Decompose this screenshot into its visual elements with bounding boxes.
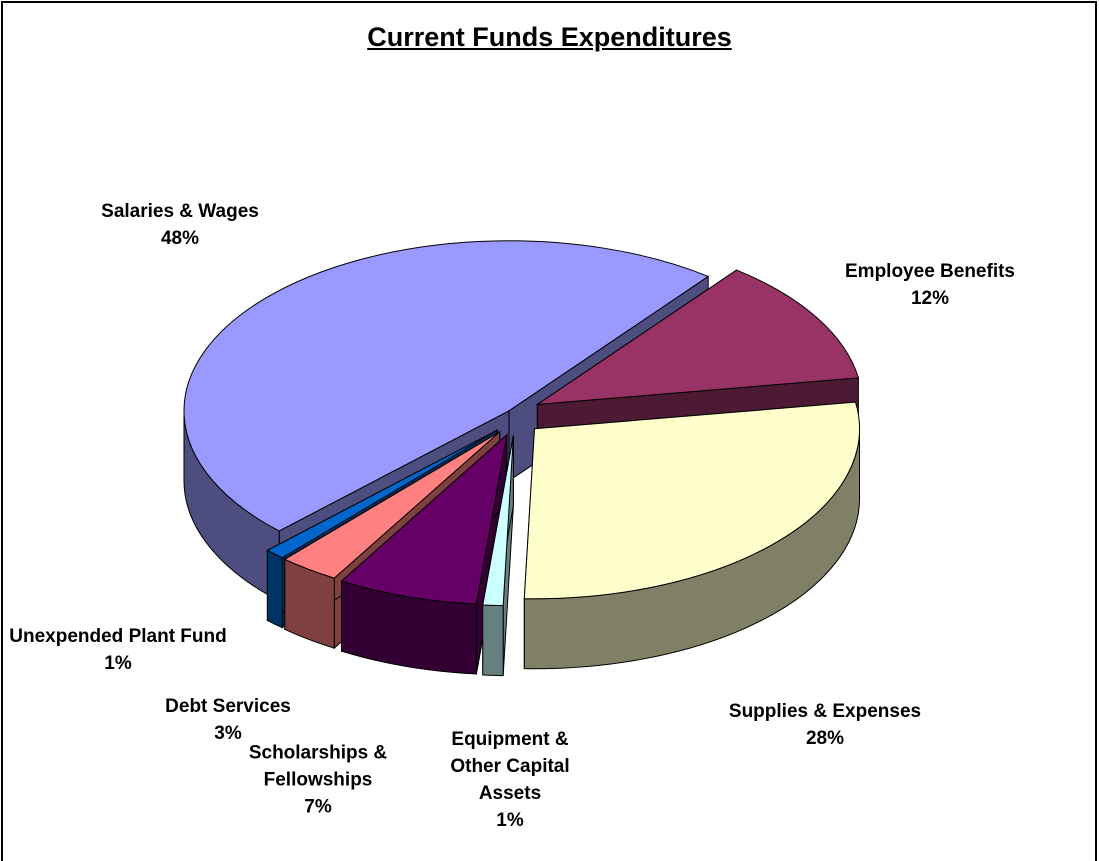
slice-label: Employee Benefits 12%	[800, 258, 1060, 312]
value-label: 7%	[304, 796, 332, 818]
category-label: Unexpended Plant Fund	[9, 626, 227, 647]
category-label: Debt Services	[165, 696, 291, 717]
slice	[183, 240, 710, 532]
value-label: 28%	[805, 728, 845, 749]
value-label: 1%	[104, 653, 132, 674]
slice	[523, 401, 860, 600]
value-label: 48%	[160, 228, 200, 249]
slice	[266, 429, 498, 559]
category-label: Salaries & Wages	[101, 201, 259, 222]
slice-label: Unexpended Plant Fund 1%	[8, 623, 228, 677]
category-label: Scholarships & Fellowships	[248, 742, 388, 791]
value-label: 12%	[910, 288, 950, 309]
slice	[283, 431, 501, 579]
chart-title: Current Funds Expenditures	[367, 22, 732, 52]
slice-label: Equipment & Other Capital Assets 1%	[435, 726, 585, 834]
value-label: 3%	[214, 723, 242, 744]
slice-label: Supplies & Expenses 28%	[725, 698, 925, 752]
slice	[340, 433, 508, 605]
slice-side	[266, 549, 283, 629]
slice-label: Debt Services 3%	[128, 693, 328, 747]
slice-label: Scholarships & Fellowships 7%	[228, 740, 408, 821]
slice-side	[482, 604, 504, 677]
value-label: 1%	[496, 810, 524, 831]
slice-label: Salaries & Wages 48%	[65, 198, 295, 252]
slice	[482, 435, 514, 607]
category-label: Equipment & Other Capital Assets	[450, 729, 570, 804]
slice	[535, 269, 860, 406]
category-label: Employee Benefits	[845, 261, 1015, 282]
category-label: Supplies & Expenses	[728, 701, 922, 722]
